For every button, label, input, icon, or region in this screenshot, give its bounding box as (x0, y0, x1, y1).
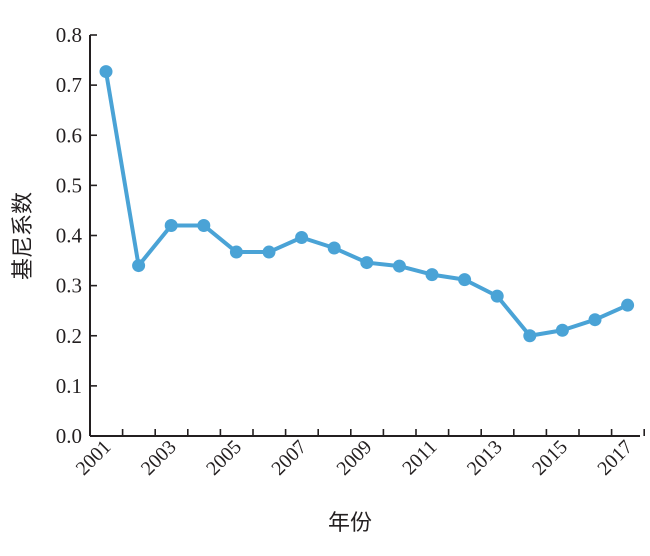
x-tick-label: 2009 (332, 436, 376, 480)
x-axis-title: 年份 (328, 511, 372, 536)
y-tick-label: 0.4 (56, 224, 83, 248)
series-layer (99, 65, 635, 343)
data-point (229, 245, 243, 259)
axis-layer (89, 35, 640, 437)
data-point (458, 273, 472, 287)
y-tick-label: 0.0 (56, 424, 82, 448)
x-tick-label: 2005 (202, 436, 246, 480)
data-point (425, 268, 439, 282)
y-tick-label: 0.1 (56, 374, 82, 398)
data-point (197, 218, 211, 232)
data-point (132, 259, 146, 273)
data-point (588, 313, 602, 327)
y-tick-label: 0.8 (56, 23, 82, 47)
series-line (104, 71, 629, 338)
data-point (327, 241, 341, 255)
x-tick-label: 2003 (137, 436, 181, 480)
x-tick-label: 2011 (398, 436, 441, 479)
x-tick-label: 2007 (267, 436, 311, 480)
data-point (490, 289, 504, 303)
x-tick-label: 2017 (593, 436, 637, 480)
data-point (99, 65, 113, 79)
data-point (295, 231, 309, 245)
data-point (523, 329, 537, 343)
y-axis-title: 基尼系数 (11, 192, 36, 280)
y-tick-label: 0.6 (56, 123, 82, 147)
y-ticks: 0.0 0.1 0.2 0.3 0.4 0.5 0.6 0.7 0.8 (56, 23, 97, 448)
y-tick-label: 0.5 (56, 173, 82, 197)
x-tick-label: 2015 (528, 436, 572, 480)
y-tick-label: 0.2 (56, 324, 82, 348)
data-point (555, 323, 569, 337)
x-tick-label: 2013 (463, 436, 507, 480)
data-point (621, 298, 635, 312)
y-tick-label: 0.7 (56, 73, 82, 97)
data-point (392, 259, 406, 273)
data-point (164, 218, 178, 232)
data-point (360, 256, 374, 270)
data-point (262, 245, 276, 259)
y-tick-label: 0.3 (56, 274, 82, 298)
